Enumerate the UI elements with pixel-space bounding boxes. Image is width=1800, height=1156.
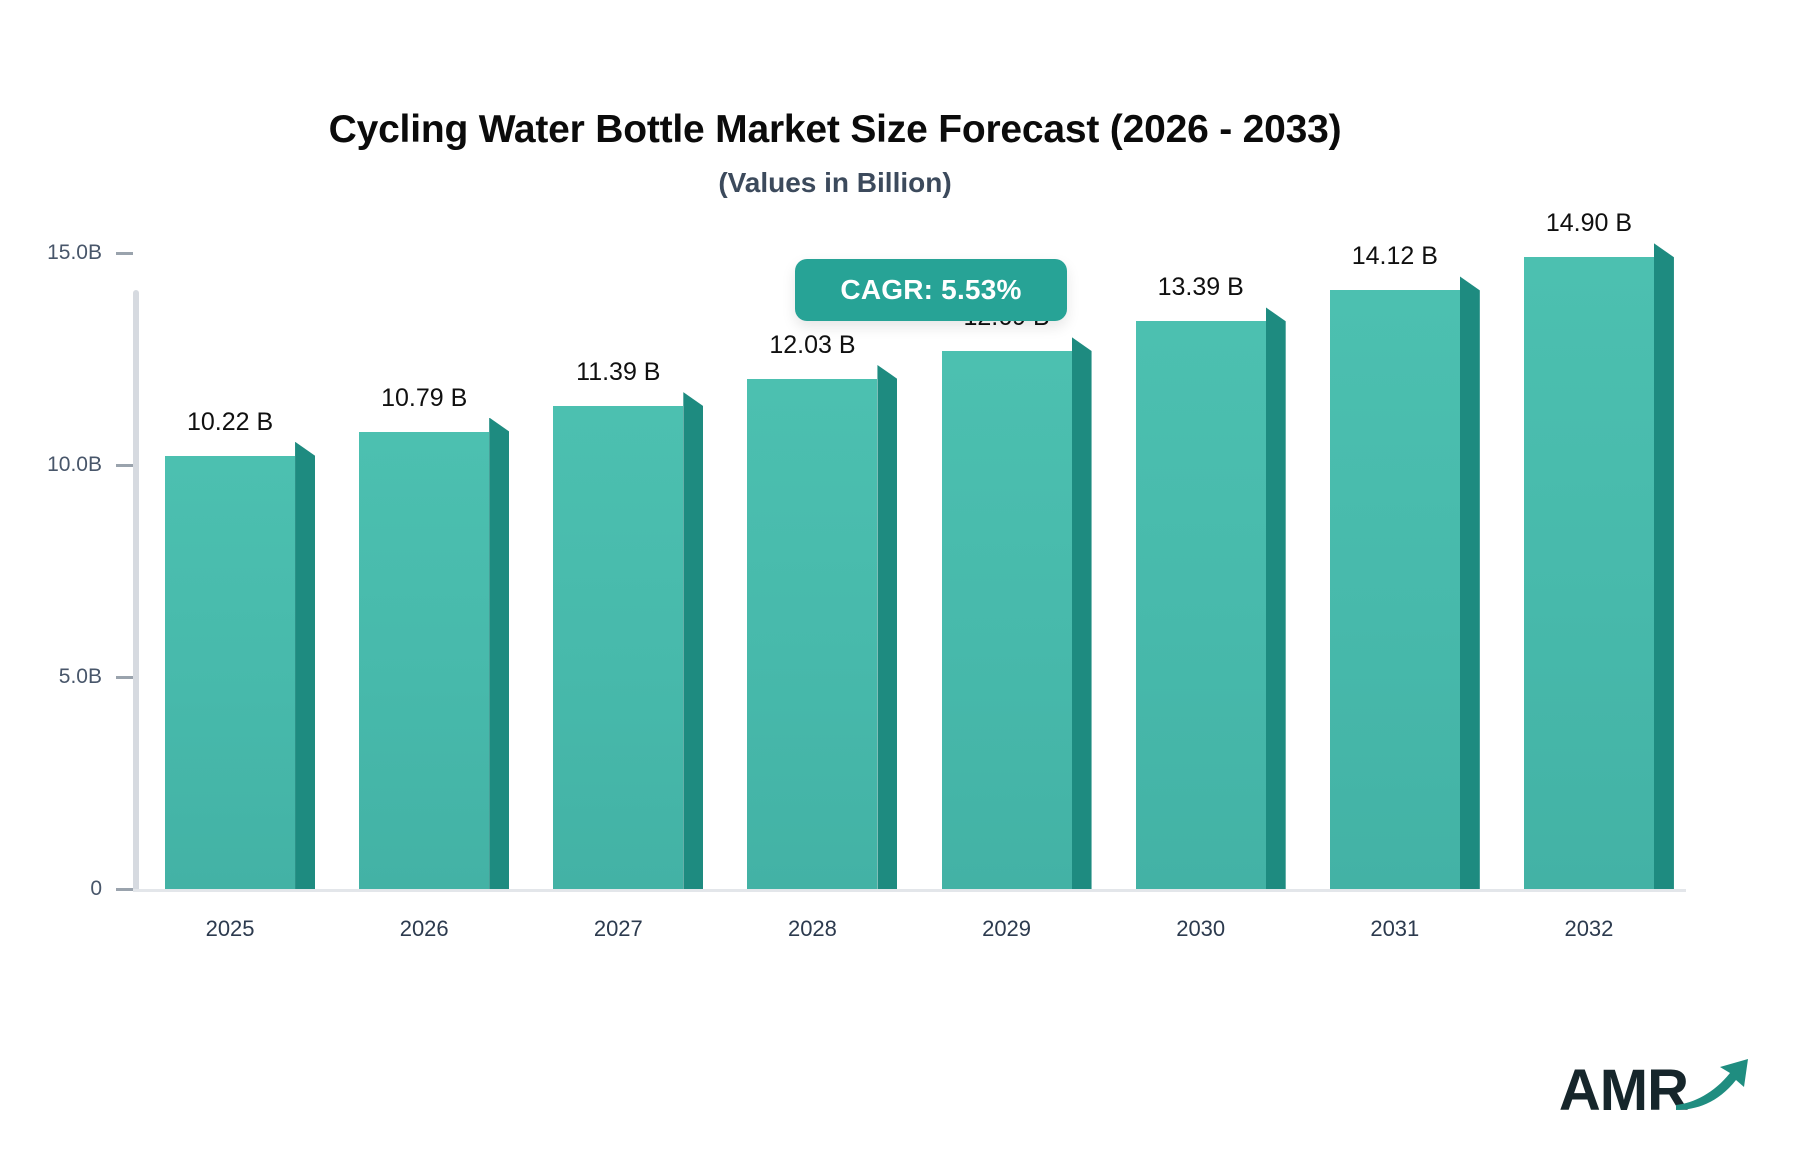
y-axis-tick-label: 5.0B	[58, 665, 102, 688]
bar-side-face	[295, 441, 316, 889]
bar-front-face	[1523, 257, 1654, 889]
bar-side-face	[877, 364, 898, 889]
bar-side-face	[1265, 307, 1286, 889]
bar-series: 10.22 B 2025 10.79 B 2026 11.39 B 2027 12.03 B…	[133, 0, 1686, 1156]
cagr-badge: CAGR: 5.53%	[795, 259, 1067, 321]
growth-arrow-icon	[1674, 1053, 1752, 1116]
bar-value-label: 10.22 B	[186, 407, 274, 436]
x-axis-category-label: 2032	[1564, 916, 1614, 941]
bar-front-face	[359, 431, 490, 889]
bar-value-label: 11.39 B	[576, 358, 661, 387]
bar-group[interactable]: 11.39 B 2027	[553, 0, 704, 1156]
bar-side-face	[683, 392, 704, 889]
page-subtitle: (Values in Billion)	[718, 166, 952, 198]
x-axis-category-label: 2030	[1176, 916, 1226, 941]
bar-group[interactable]: 13.39 B 2030	[1135, 0, 1286, 1156]
bar-group[interactable]: 12.03 B 2028	[747, 0, 898, 1156]
y-axis-tick-mark	[116, 251, 133, 255]
bar-group[interactable]: 12.69 B2029	[941, 0, 1092, 1156]
bar[interactable]	[553, 392, 704, 889]
amr-logo-text: AMR	[1558, 1058, 1689, 1123]
bar-front-face	[1329, 290, 1460, 889]
bar[interactable]	[1523, 243, 1674, 889]
bar[interactable]	[1329, 276, 1480, 889]
x-axis-category-label: 2025	[205, 916, 255, 941]
bar-value-label: 14.90 B	[1545, 209, 1633, 238]
bar-value-label: 10.79 B	[381, 383, 468, 412]
bar-front-face	[1135, 321, 1266, 889]
bar[interactable]	[359, 417, 510, 889]
bar-front-face	[747, 378, 878, 889]
bar[interactable]	[747, 364, 898, 889]
bar-value-label: 14.12 B	[1351, 242, 1438, 271]
y-axis-tick: 10.0B	[47, 453, 133, 476]
bar-group[interactable]: 10.79 B 2026	[359, 0, 510, 1156]
x-axis-category-label: 2029	[982, 916, 1032, 941]
bar-group[interactable]: 14.90 B 2032	[1523, 0, 1674, 1156]
y-axis-tick: 5.0B	[58, 665, 133, 688]
bar-front-face	[941, 350, 1072, 889]
y-axis-tick-mark	[116, 463, 133, 467]
x-axis-category-label: 2026	[399, 916, 449, 941]
bar-group[interactable]: 10.22 B 2025	[165, 0, 316, 1156]
bar-value-label: 13.39 B	[1157, 273, 1244, 302]
y-axis-tick-mark	[116, 887, 133, 891]
bar-group[interactable]: 14.12 B 2031	[1329, 0, 1480, 1156]
y-axis-labels: 15.0B 10.0B 5.0B 0	[0, 0, 133, 1156]
bar[interactable]	[941, 336, 1092, 889]
x-axis-baseline	[133, 889, 1686, 892]
x-axis-category-label: 2027	[593, 916, 643, 941]
amr-logo: AMR	[1559, 1040, 1752, 1120]
x-axis-category-label: 2028	[787, 916, 837, 941]
bar-side-face	[1459, 276, 1480, 889]
y-axis-spine	[133, 290, 139, 892]
bar-side-face	[489, 417, 510, 889]
y-axis-tick-label: 10.0B	[47, 453, 102, 476]
x-axis-category-label: 2031	[1370, 916, 1420, 941]
bar-side-face	[1653, 243, 1674, 889]
bar-value-label: 12.03 B	[769, 330, 856, 359]
y-axis-tick-mark	[116, 675, 133, 679]
y-axis-tick-label: 0	[90, 877, 102, 900]
page-title: Cycling Water Bottle Market Size Forecas…	[328, 108, 1342, 151]
bar[interactable]	[165, 441, 316, 889]
y-axis-tick: 0	[90, 877, 133, 900]
y-axis-tick: 15.0B	[47, 241, 133, 264]
bar[interactable]	[1135, 307, 1286, 889]
bar-front-face	[165, 455, 296, 889]
y-axis-tick-label: 15.0B	[47, 241, 102, 264]
bar-front-face	[553, 406, 684, 889]
title-block: Cycling Water Bottle Market Size Forecas…	[0, 108, 1670, 199]
bar-side-face	[1071, 336, 1092, 889]
